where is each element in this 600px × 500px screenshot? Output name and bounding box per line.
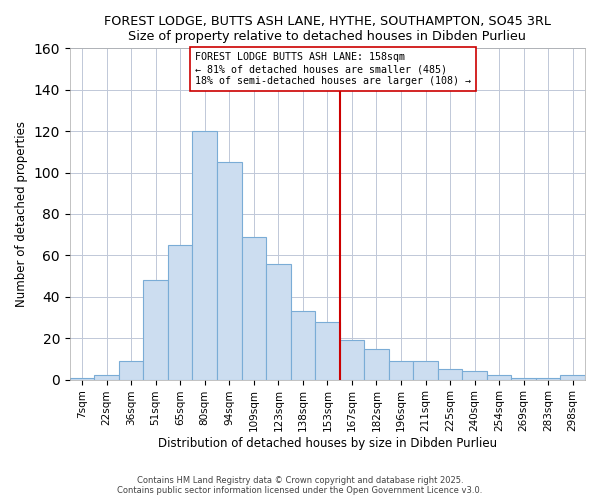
Bar <box>340 340 364 380</box>
Bar <box>389 361 413 380</box>
Bar <box>315 322 340 380</box>
Y-axis label: Number of detached properties: Number of detached properties <box>15 121 28 307</box>
Title: FOREST LODGE, BUTTS ASH LANE, HYTHE, SOUTHAMPTON, SO45 3RL
Size of property rela: FOREST LODGE, BUTTS ASH LANE, HYTHE, SOU… <box>104 15 551 43</box>
Bar <box>193 131 217 380</box>
Bar <box>290 312 315 380</box>
Bar <box>560 376 585 380</box>
Text: FOREST LODGE BUTTS ASH LANE: 158sqm
← 81% of detached houses are smaller (485)
1: FOREST LODGE BUTTS ASH LANE: 158sqm ← 81… <box>195 52 471 86</box>
Bar <box>119 361 143 380</box>
Bar <box>266 264 290 380</box>
Bar <box>242 236 266 380</box>
Bar <box>438 369 463 380</box>
Bar <box>487 376 511 380</box>
Bar <box>364 348 389 380</box>
Text: Contains HM Land Registry data © Crown copyright and database right 2025.
Contai: Contains HM Land Registry data © Crown c… <box>118 476 482 495</box>
Bar <box>413 361 438 380</box>
Bar <box>217 162 242 380</box>
Bar <box>168 245 193 380</box>
Bar <box>143 280 168 380</box>
Bar <box>70 378 94 380</box>
Bar <box>94 376 119 380</box>
Bar <box>463 372 487 380</box>
X-axis label: Distribution of detached houses by size in Dibden Purlieu: Distribution of detached houses by size … <box>158 437 497 450</box>
Bar <box>511 378 536 380</box>
Bar <box>536 378 560 380</box>
